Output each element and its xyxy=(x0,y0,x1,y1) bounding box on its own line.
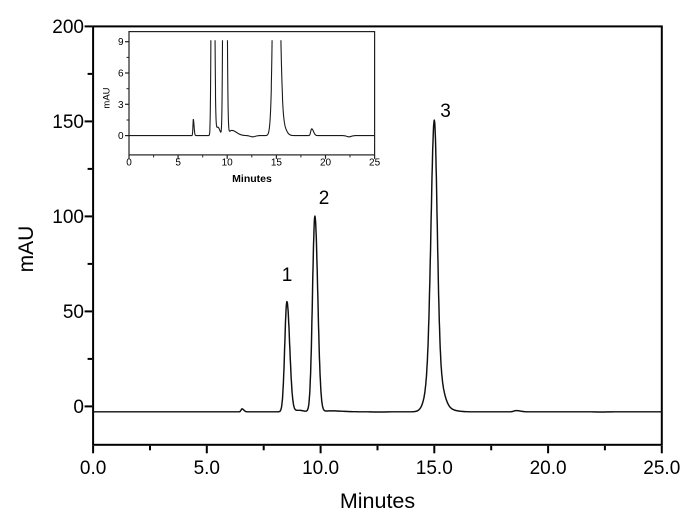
svg-text:15: 15 xyxy=(271,158,283,169)
svg-text:3: 3 xyxy=(118,100,124,111)
svg-text:20.0: 20.0 xyxy=(530,458,567,479)
svg-text:0: 0 xyxy=(126,158,132,169)
svg-text:15.0: 15.0 xyxy=(416,458,453,479)
svg-text:Minutes: Minutes xyxy=(340,489,415,513)
svg-text:150: 150 xyxy=(52,112,84,133)
svg-text:0: 0 xyxy=(73,397,84,418)
svg-text:5.0: 5.0 xyxy=(194,458,220,479)
svg-text:20: 20 xyxy=(320,158,332,169)
svg-text:3: 3 xyxy=(440,101,451,122)
svg-text:25.0: 25.0 xyxy=(643,458,680,479)
svg-text:6: 6 xyxy=(118,69,124,80)
svg-text:mAU: mAU xyxy=(102,87,113,108)
svg-text:9: 9 xyxy=(118,37,124,48)
svg-text:2: 2 xyxy=(319,188,330,209)
svg-text:5: 5 xyxy=(175,158,181,169)
svg-text:100: 100 xyxy=(52,207,84,228)
svg-text:10.0: 10.0 xyxy=(302,458,339,479)
svg-text:50: 50 xyxy=(63,302,84,323)
svg-text:mAU: mAU xyxy=(15,226,38,273)
svg-text:10: 10 xyxy=(222,158,234,169)
svg-text:1: 1 xyxy=(282,265,293,286)
svg-text:25: 25 xyxy=(369,158,381,169)
svg-text:200: 200 xyxy=(52,17,84,38)
svg-text:0: 0 xyxy=(118,131,124,142)
svg-text:Minutes: Minutes xyxy=(232,173,272,185)
svg-text:0.0: 0.0 xyxy=(80,458,106,479)
